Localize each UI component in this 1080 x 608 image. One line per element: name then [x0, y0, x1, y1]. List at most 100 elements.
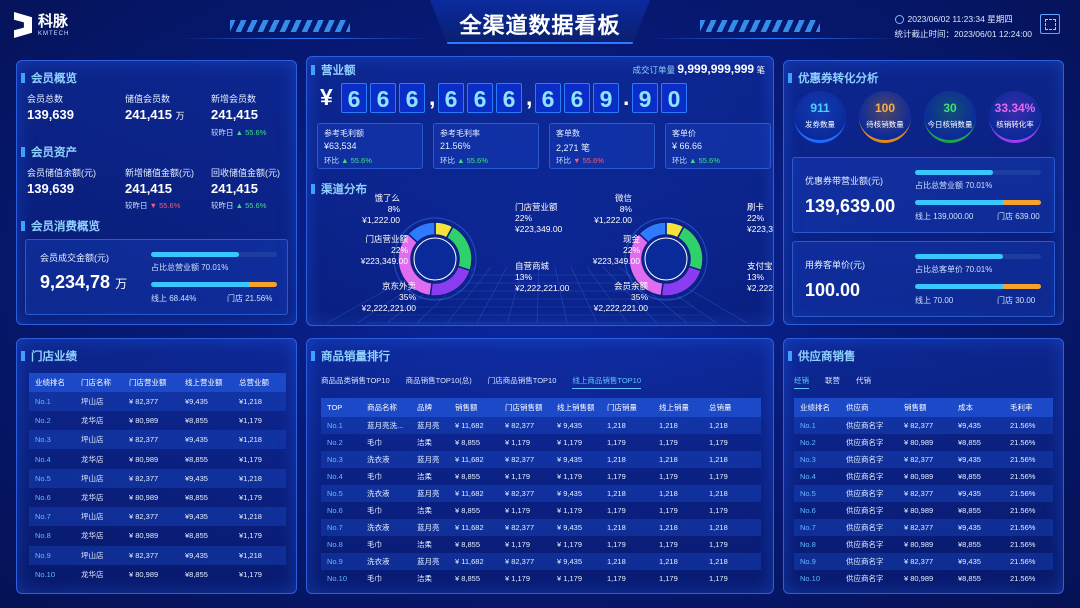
- supplier-row[interactable]: No.2 供应商名字 ¥ 80,989 ¥8,855 21.56%: [794, 434, 1053, 451]
- kpi-label: 参考毛利率: [440, 129, 480, 138]
- revenue-digit: 6: [399, 83, 425, 113]
- supplier-row[interactable]: No.8 供应商名字 ¥ 80,989 ¥8,855 21.56%: [794, 536, 1053, 553]
- store-row[interactable]: No.7 坪山店 ¥ 82,377 ¥9,435 ¥1,218: [29, 507, 286, 527]
- recovered-label: 回收储值金额(元): [211, 168, 280, 178]
- goods-cell: 洗衣液: [367, 557, 390, 566]
- store-row[interactable]: No.5 坪山店 ¥ 82,377 ¥9,435 ¥1,218: [29, 468, 286, 488]
- goods-header-cell: 门店销售额: [505, 403, 543, 412]
- store-cell: No.3: [35, 435, 51, 445]
- stored-member-number: 241,415: [125, 107, 172, 122]
- channel-label-line: 支付宝: [747, 261, 773, 271]
- goods-row[interactable]: No.2 毛巾 洁柔 ¥ 8,855 ¥ 1,179 ¥ 1,179 1,179 1,179 1…: [321, 434, 761, 451]
- goods-row[interactable]: No.9 洗衣液 蓝月亮 ¥ 11,682 ¥ 82,377 ¥ 9,435 1,218 1,…: [321, 553, 761, 570]
- goods-cell: 1,218: [607, 455, 626, 464]
- added-compare-value: ▼ 55.6%: [149, 201, 181, 210]
- supplier-header-cell: 毛利率: [1010, 403, 1033, 412]
- goods-row[interactable]: No.4 毛巾 洁柔 ¥ 8,855 ¥ 1,179 ¥ 1,179 1,179 1,179 1…: [321, 468, 761, 485]
- goods-tab[interactable]: 线上商品销售TOP10: [572, 375, 641, 389]
- store-table: 业绩排名 门店名称 门店营业额 线上营业额 总营业额 No.1 坪山店 ¥ 82,377 ¥9,…: [29, 373, 286, 585]
- goods-row[interactable]: No.3 洗衣液 蓝月亮 ¥ 11,682 ¥ 82,377 ¥ 9,435 1,218 1,…: [321, 451, 761, 468]
- supplier-row[interactable]: No.5 供应商名字 ¥ 82,377 ¥9,435 21.56%: [794, 485, 1053, 502]
- store-cell: ¥9,435: [185, 397, 208, 406]
- supplier-cell: ¥ 82,377: [904, 523, 934, 532]
- store-cell: ¥1,179: [239, 531, 262, 541]
- supplier-cell: No.8: [800, 540, 816, 549]
- supplier-row[interactable]: No.4 供应商名字 ¥ 80,989 ¥8,855 21.56%: [794, 468, 1053, 485]
- store-row[interactable]: No.8 龙华店 ¥ 80,989 ¥8,855 ¥1,179: [29, 526, 286, 545]
- goods-row[interactable]: No.6 毛巾 洁柔 ¥ 8,855 ¥ 1,179 ¥ 1,179 1,179 1,179 1…: [321, 502, 761, 519]
- goods-cell: ¥ 9,435: [557, 421, 583, 430]
- kpi-compare-value: ▲ 55.6%: [457, 156, 488, 165]
- kpi-label: 客单数: [556, 129, 580, 138]
- goods-row[interactable]: No.1 蓝月亮洗... 蓝月亮 ¥ 11,682 ¥ 82,377 ¥ 9,435 1,2…: [321, 417, 761, 434]
- coupon-rev-split-bar: [915, 200, 1041, 205]
- supplier-tabs: 经销 联营 代销: [794, 375, 871, 389]
- stored-member-unit: 万: [175, 111, 185, 121]
- supplier-tab[interactable]: 经销: [794, 375, 809, 389]
- supplier-cell: ¥ 80,989: [904, 506, 934, 515]
- goods-cell: 1,179: [659, 506, 678, 515]
- goods-tab[interactable]: 门店商品销售TOP10: [487, 376, 557, 385]
- store-row[interactable]: No.9 坪山店 ¥ 82,377 ¥9,435 ¥1,218: [29, 545, 286, 565]
- goods-cell: ¥ 8,855: [455, 438, 481, 447]
- store-cell: 龙华店: [81, 416, 104, 426]
- store-row[interactable]: No.4 龙华店 ¥ 80,989 ¥8,855 ¥1,179: [29, 450, 286, 469]
- goods-table: TOP 商品名称 品牌 销售额 门店销售额 线上销售额 门店销量 线上销量 总销量 No.1 蓝月亮…: [321, 398, 761, 588]
- goods-tab[interactable]: 商品品类销售TOP10: [321, 376, 390, 385]
- store-row[interactable]: No.1 坪山店 ¥ 82,377 ¥9,435 ¥1,218: [29, 392, 286, 411]
- supplier-tab[interactable]: 联营: [825, 376, 840, 385]
- kpi-card: 客单价 ¥ 66.66 环比 ▲ 55.6%: [665, 123, 771, 169]
- supplier-row[interactable]: No.3 供应商名字 ¥ 82,377 ¥9,435 21.56%: [794, 451, 1053, 468]
- store-cell: ¥8,855: [185, 454, 208, 464]
- store-header-cell: 总营业额: [239, 378, 269, 387]
- goods-cell: 蓝月亮: [417, 489, 440, 498]
- consume-share: 占比总营业额 70.01%: [151, 262, 228, 273]
- supplier-cell: ¥8,855: [958, 506, 981, 515]
- goods-header-cell: 门店销量: [607, 403, 637, 412]
- goods-row[interactable]: No.8 毛巾 洁柔 ¥ 8,855 ¥ 1,179 ¥ 1,179 1,179 1,179 1…: [321, 536, 761, 553]
- channel-label-line: 22%: [747, 213, 764, 223]
- goods-tab[interactable]: 商品销售TOP10(总): [405, 376, 472, 385]
- store-cell: ¥ 80,989: [129, 569, 159, 579]
- supplier-row[interactable]: No.10 供应商名字 ¥ 80,989 ¥8,855 21.56%: [794, 570, 1053, 587]
- store-cell: No.4: [35, 454, 51, 464]
- recovered-compare-label: 较昨日: [211, 201, 234, 210]
- goods-row[interactable]: No.7 洗衣液 蓝月亮 ¥ 11,682 ¥ 82,377 ¥ 9,435 1,218 1,…: [321, 519, 761, 536]
- store-cell: ¥1,218: [239, 550, 262, 560]
- supplier-row[interactable]: No.1 供应商名字 ¥ 82,377 ¥9,435 21.56%: [794, 417, 1053, 434]
- goods-cell: 蓝月亮: [417, 421, 440, 430]
- store-row[interactable]: No.10 龙华店 ¥ 80,989 ¥8,855 ¥1,179: [29, 565, 286, 584]
- goods-cell: ¥ 8,855: [455, 506, 481, 515]
- goods-cell: 毛巾: [367, 438, 382, 447]
- store-row[interactable]: No.3 坪山店 ¥ 82,377 ¥9,435 ¥1,218: [29, 430, 286, 450]
- supplier-row[interactable]: No.9 供应商名字 ¥ 82,377 ¥9,435 21.56%: [794, 553, 1053, 570]
- goods-cell: No.4: [327, 472, 343, 481]
- goods-cell: 1,179: [709, 438, 728, 447]
- consume-store: 门店 21.56%: [227, 293, 272, 304]
- goods-row[interactable]: No.10 毛巾 洁柔 ¥ 8,855 ¥ 1,179 ¥ 1,179 1,179 1,179…: [321, 570, 761, 587]
- datetime: 2023/06/02 11:23:34 星期四: [907, 14, 1013, 24]
- new-member-label: 新增会员数: [211, 94, 257, 104]
- goods-row[interactable]: No.5 洗衣液 蓝月亮 ¥ 11,682 ¥ 82,377 ¥ 9,435 1,218 1,…: [321, 485, 761, 502]
- stored-member-label: 储值会员数: [125, 94, 171, 104]
- fullscreen-icon[interactable]: [1040, 14, 1060, 34]
- store-cell: No.1: [35, 397, 51, 406]
- supplier-cell: ¥ 82,377: [904, 421, 934, 430]
- supplier-cell: ¥8,855: [958, 438, 981, 447]
- goods-cell: 毛巾: [367, 506, 382, 515]
- store-row[interactable]: No.6 龙华店 ¥ 80,989 ¥8,855 ¥1,179: [29, 488, 286, 507]
- kpi-compare-label: 环比: [672, 156, 690, 165]
- supplier-tab[interactable]: 代销: [856, 376, 871, 385]
- store-cell: ¥ 82,377: [129, 397, 159, 406]
- digit-separator: ,: [429, 84, 436, 110]
- goods-cell: 1,218: [709, 523, 728, 532]
- goods-header-cell: 商品名称: [367, 403, 397, 412]
- goods-panel: 商品销量排行 商品品类销售TOP10 商品销售TOP10(总) 门店商品销售TOP1…: [306, 338, 774, 594]
- goods-cell: 洁柔: [417, 472, 432, 481]
- header-line-left: [180, 38, 430, 39]
- supplier-row[interactable]: No.7 供应商名字 ¥ 82,377 ¥9,435 21.56%: [794, 519, 1053, 536]
- supplier-row[interactable]: No.6 供应商名字 ¥ 80,989 ¥8,855 21.56%: [794, 502, 1053, 519]
- coupon-circle-number: 33.34%: [994, 101, 1036, 115]
- store-row[interactable]: No.2 龙华店 ¥ 80,989 ¥8,855 ¥1,179: [29, 411, 286, 430]
- supplier-cell: 供应商名字: [846, 523, 884, 532]
